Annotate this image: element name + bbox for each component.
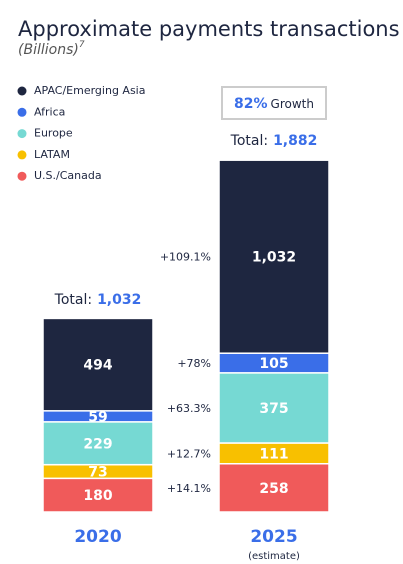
bar-segment bbox=[218, 462, 330, 513]
legend-label: Africa bbox=[34, 105, 65, 118]
growth-label: +63.3% bbox=[167, 402, 211, 415]
legend-dot bbox=[17, 150, 27, 160]
total-value: 1,032 bbox=[97, 292, 141, 308]
growth-label: +109.1% bbox=[160, 251, 211, 264]
x-tick-label: 2020 bbox=[74, 527, 121, 547]
growth-label: +12.7% bbox=[167, 447, 211, 460]
growth-badge-box bbox=[221, 86, 327, 120]
growth-badge: 82% Growth bbox=[234, 96, 314, 112]
chart-subtitle: (Billions)7 bbox=[18, 40, 85, 59]
legend-label: APAC/Emerging Asia bbox=[34, 84, 145, 97]
total-prefix: Total: bbox=[54, 292, 92, 308]
category-note: (estimate) bbox=[248, 551, 300, 562]
legend-label: U.S./Canada bbox=[34, 169, 102, 182]
growth-badge-text: Growth bbox=[271, 97, 314, 111]
legend-dot bbox=[17, 86, 27, 96]
bar-segment bbox=[218, 372, 330, 444]
total-prefix: Total: bbox=[230, 133, 268, 149]
total-label: Total: 1,032 bbox=[54, 292, 142, 308]
subtitle-text: (Billions) bbox=[18, 42, 79, 58]
bar-segment bbox=[42, 477, 154, 513]
x-tick-label: 2025 bbox=[250, 527, 297, 547]
legend-dot bbox=[17, 129, 27, 139]
value-label: 180 bbox=[83, 488, 112, 504]
legend-label: Europe bbox=[34, 127, 73, 140]
legend-dot bbox=[17, 107, 27, 117]
total-value: 1,882 bbox=[273, 133, 317, 149]
bar-segment bbox=[42, 317, 154, 412]
value-label: 258 bbox=[259, 481, 288, 497]
value-label: 375 bbox=[259, 401, 288, 417]
legend-dot bbox=[17, 171, 27, 181]
value-label: 494 bbox=[83, 358, 112, 374]
value-label: 105 bbox=[259, 356, 288, 372]
growth-badge-value: 82% bbox=[234, 96, 268, 112]
value-label: 59 bbox=[88, 409, 107, 425]
bar-segment bbox=[42, 421, 154, 466]
growth-label: +14.1% bbox=[167, 482, 211, 495]
value-label: 111 bbox=[259, 446, 288, 462]
value-label: 1,032 bbox=[252, 250, 296, 266]
growth-label: +78% bbox=[177, 357, 211, 370]
chart-title: Approximate payments transactions bbox=[18, 17, 400, 41]
value-label: 229 bbox=[83, 436, 112, 452]
bar-segment bbox=[218, 159, 330, 354]
value-label: 73 bbox=[88, 465, 107, 481]
footnote: 7 bbox=[79, 40, 85, 50]
legend-label: LATAM bbox=[34, 148, 70, 161]
total-label: Total: 1,882 bbox=[230, 133, 318, 149]
